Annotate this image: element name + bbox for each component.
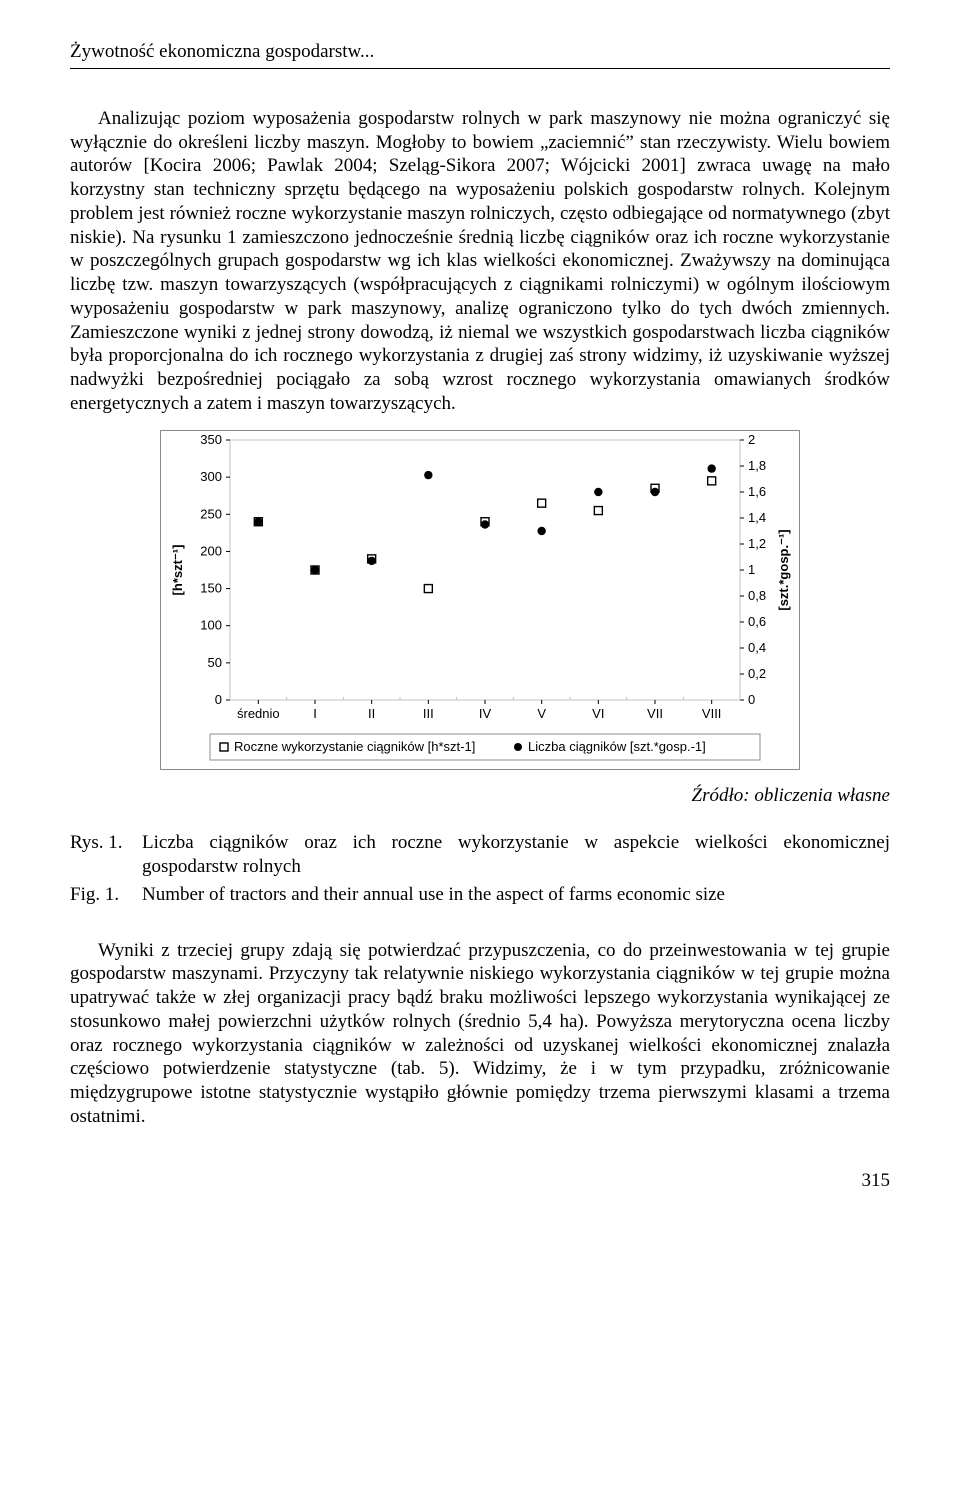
svg-text:II: II bbox=[368, 706, 375, 721]
svg-text:1,2: 1,2 bbox=[748, 536, 766, 551]
svg-text:0,2: 0,2 bbox=[748, 666, 766, 681]
svg-text:VII: VII bbox=[647, 706, 663, 721]
svg-text:1,4: 1,4 bbox=[748, 510, 766, 525]
svg-text:0,6: 0,6 bbox=[748, 614, 766, 629]
svg-text:VIII: VIII bbox=[702, 706, 722, 721]
figure-label-fig: Fig. 1. bbox=[70, 883, 142, 907]
figure-label-rys: Rys. 1. bbox=[70, 831, 142, 879]
svg-text:III: III bbox=[423, 706, 434, 721]
figure-caption-en: Fig. 1. Number of tractors and their ann… bbox=[70, 883, 890, 907]
svg-text:200: 200 bbox=[200, 543, 222, 558]
figure-text-fig: Number of tractors and their annual use … bbox=[142, 883, 890, 907]
svg-text:Roczne wykorzystanie ciągników: Roczne wykorzystanie ciągników [h*szt-1] bbox=[234, 739, 475, 754]
figure-text-rys: Liczba ciągników oraz ich roczne wykorzy… bbox=[142, 831, 890, 879]
svg-text:I: I bbox=[313, 706, 317, 721]
figure-caption-pl: Rys. 1. Liczba ciągników oraz ich roczne… bbox=[70, 831, 890, 879]
svg-text:250: 250 bbox=[200, 506, 222, 521]
svg-text:100: 100 bbox=[200, 617, 222, 632]
svg-text:0: 0 bbox=[215, 692, 222, 707]
svg-text:0,8: 0,8 bbox=[748, 588, 766, 603]
svg-text:350: 350 bbox=[200, 432, 222, 447]
svg-text:[h*szt⁻¹]: [h*szt⁻¹] bbox=[170, 544, 185, 595]
svg-text:150: 150 bbox=[200, 580, 222, 595]
svg-text:Liczba ciągników [szt.*gosp.-1: Liczba ciągników [szt.*gosp.-1] bbox=[528, 739, 706, 754]
svg-text:V: V bbox=[537, 706, 546, 721]
svg-text:50: 50 bbox=[208, 654, 222, 669]
svg-text:1: 1 bbox=[748, 562, 755, 577]
svg-text:0: 0 bbox=[748, 692, 755, 707]
svg-text:VI: VI bbox=[592, 706, 604, 721]
figure-source: Źródło: obliczenia własne bbox=[70, 784, 890, 808]
paragraph-2: Wyniki z trzeciej grupy zdają się potwie… bbox=[70, 939, 890, 1129]
figure-1-chart: 0 50 100 150 200 250 300 350 [h*szt⁻¹] 0 0,2 0,4 0,6… bbox=[160, 430, 800, 770]
svg-text:średnio: średnio bbox=[237, 706, 280, 721]
page-number: 315 bbox=[70, 1169, 890, 1193]
paragraph-1: Analizując poziom wyposażenia gospodarst… bbox=[70, 107, 890, 416]
running-head: Żywotność ekonomiczna gospodarstw... bbox=[70, 40, 890, 69]
svg-text:1,8: 1,8 bbox=[748, 458, 766, 473]
svg-text:IV: IV bbox=[479, 706, 492, 721]
svg-text:2: 2 bbox=[748, 432, 755, 447]
svg-text:300: 300 bbox=[200, 469, 222, 484]
svg-text:[szt.*gosp.⁻¹]: [szt.*gosp.⁻¹] bbox=[776, 529, 791, 610]
chart-svg: 0 50 100 150 200 250 300 350 [h*szt⁻¹] 0 0,2 0,4 0,6… bbox=[160, 430, 800, 770]
svg-text:0,4: 0,4 bbox=[748, 640, 766, 655]
svg-text:1,6: 1,6 bbox=[748, 484, 766, 499]
